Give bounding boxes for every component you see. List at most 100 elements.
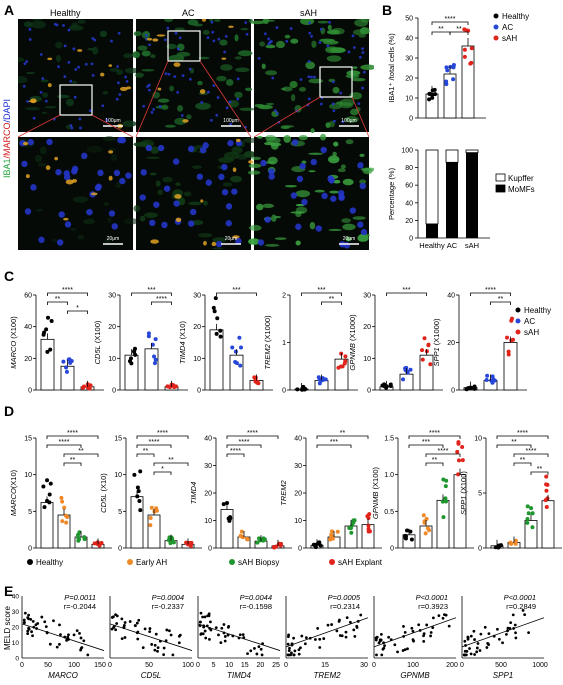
tissue-mark [212,247,223,250]
tissue-mark [86,145,103,153]
data-point [207,612,211,616]
data-point [377,641,381,645]
y-axis-gene: GPNMB [348,343,357,371]
data-point [257,645,261,649]
significance-bracket [425,462,444,466]
data-point [304,636,308,640]
data-point [330,623,334,626]
data-point [383,644,386,648]
tissue-mark [40,79,49,83]
data-point [129,361,134,366]
nucleus-mark [299,162,306,170]
nucleus-mark [25,60,29,63]
data-point [443,484,448,489]
nucleus-mark [313,75,316,79]
y-tick-label: 0 [298,546,302,553]
data-point [430,95,435,100]
data-point [425,526,430,531]
data-point [485,373,490,378]
y-tick-label: 20 [294,491,302,498]
significance-label: **** [59,439,70,446]
data-point [429,634,432,638]
tissue-mark [305,61,316,70]
data-point [318,637,322,641]
nucleus-mark [152,107,155,111]
tissue-mark [249,20,266,25]
tissue-mark [92,46,99,55]
data-point [424,349,429,354]
nucleus-mark [207,90,210,94]
y-axis-label: GPNMB (X1000) [348,314,357,371]
nucleus-mark [188,77,192,81]
data-point [409,537,414,542]
zoom-connector [91,114,134,138]
x-axis-label: GPNMB [400,671,430,680]
x-axis-label: CD5L [141,671,161,680]
significance-bracket [470,292,511,296]
significance-label: *** [317,287,325,294]
y-tick-label: 10 [108,356,116,363]
tissue-mark [237,50,253,57]
data-point [64,365,69,370]
nucleus-mark [221,163,228,171]
data-point [257,536,262,541]
nucleus-mark [216,96,220,99]
data-point [286,642,290,646]
data-point [509,318,514,323]
data-point [44,625,48,629]
data-point [468,61,473,66]
tissue-mark [328,228,342,232]
significance-label: **** [149,439,160,446]
tissue-mark [265,243,280,247]
data-point [318,646,322,649]
data-point [133,624,137,627]
data-point [259,647,263,651]
tissue-mark [332,151,337,157]
data-point [164,639,168,643]
nucleus-mark [97,169,104,177]
data-point [443,496,448,501]
tissue-mark [243,137,258,144]
nucleus-mark [63,44,67,48]
tissue-mark [65,98,74,107]
data-point [441,515,446,520]
regression-line [373,617,457,648]
y-axis-gene: TIMD4 [189,482,198,505]
nucleus-mark [199,146,207,154]
tissue-mark [162,176,173,183]
y-tick-label: 1.5 [384,436,394,443]
tissue-mark [262,203,274,208]
data-point [238,633,242,637]
data-point [403,630,407,634]
y-tick-label: 0.5 [384,509,394,516]
tissue-mark [122,120,137,127]
regression-line [109,623,193,651]
data-point [487,632,491,636]
bar-kupffer [465,149,479,154]
nucleus-mark [337,190,345,197]
y-tick-label: 0 [28,546,32,553]
significance-label: ** [498,296,504,303]
data-point [150,643,154,646]
data-point [165,628,169,632]
data-point [506,352,511,357]
tissue-mark [175,182,181,187]
chart-D4: 0 10 20 30 40 TREM2 ***** [279,430,382,553]
significance-bracket [67,310,88,314]
data-point [48,642,52,646]
nucleus-mark [217,37,221,41]
data-point [509,541,514,546]
macrophage-mark [90,192,98,196]
p-value-label: P=0.0005 [328,593,361,602]
nucleus-mark [187,145,195,153]
nucleus-mark [223,50,227,54]
y-axis-gene: MARCO [9,341,18,369]
macrophage-mark [228,25,234,28]
data-point [152,361,157,366]
data-point [81,384,86,389]
data-point [187,541,192,546]
data-point [443,499,448,504]
data-point [238,345,243,350]
